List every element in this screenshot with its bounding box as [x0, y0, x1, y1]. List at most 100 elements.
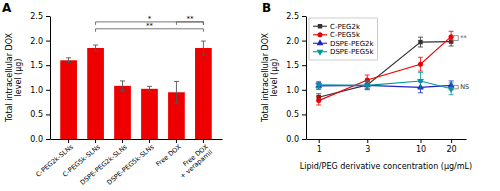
- tick: 3: [365, 139, 370, 154]
- tick-mark: [420, 139, 421, 143]
- text-line: DSPE-PEG2k-SLNs: [79, 142, 130, 186]
- tick-mark: [46, 114, 50, 115]
- tick-label: DSPE-PEG2k-SLNs: [79, 142, 130, 186]
- tick-label: 0.5: [286, 110, 299, 119]
- tick: 1.0: [286, 86, 306, 95]
- marker: [315, 83, 322, 89]
- tick-mark: [46, 41, 50, 42]
- error-bar: [365, 81, 370, 89]
- x-axis-title: Lipid/PEG derivative concentration (μg/m…: [300, 162, 472, 171]
- tick: DSPE-PEG2k-SLNs: [79, 139, 130, 187]
- tick-label: 1: [317, 145, 322, 154]
- tick: 2.0: [286, 37, 306, 46]
- tick: DSPE-PEG5k-SLNs: [105, 139, 156, 187]
- tick-label: 1.5: [30, 61, 43, 70]
- panel-label: B: [262, 1, 271, 15]
- error-bar: [316, 82, 321, 89]
- tick: 1.0: [30, 86, 50, 95]
- tick-mark: [451, 139, 452, 143]
- tick-mark: [46, 139, 50, 140]
- legend-label: DSPE-PEG2k: [330, 40, 375, 48]
- plot-marks: [315, 31, 454, 105]
- marker: [448, 87, 455, 93]
- tick: Free DOX+ verapamil: [174, 139, 215, 180]
- error-bar: [365, 81, 370, 90]
- tick-mark: [302, 41, 306, 42]
- panel: 0.00.51.01.52.02.5Total intracellular DO…: [261, 1, 472, 171]
- legend: C-PEG2kC-PEG5kDSPE-PEG2kDSPE-PEG5k: [309, 18, 378, 60]
- tick: 1.5: [286, 61, 306, 70]
- bar: [60, 60, 77, 139]
- tick-label: 0.0: [30, 135, 43, 144]
- tick-mark: [46, 16, 50, 17]
- bar: [87, 48, 104, 139]
- annotation: NS: [460, 83, 469, 91]
- bar: [114, 86, 131, 139]
- marker: [418, 62, 423, 67]
- tick-label: 1.0: [286, 86, 299, 95]
- text-line: Free DOX: [155, 143, 184, 169]
- text-line: level (μg): [270, 59, 279, 97]
- panel-label: A: [2, 1, 12, 15]
- error-bar: [174, 81, 179, 103]
- bar: [141, 89, 158, 139]
- tick-mark: [46, 90, 50, 91]
- axis: 0.00.51.01.52.02.5: [286, 12, 306, 144]
- tick-label: Free DOX: [155, 143, 184, 169]
- tick-label: 10: [416, 145, 426, 154]
- significance-bracket: [452, 36, 458, 41]
- legend-frame: [309, 18, 378, 60]
- y-axis-title: Total intracellular DOXlevel (μg): [5, 32, 23, 123]
- marker: [417, 79, 424, 85]
- text-line: level (μg): [14, 59, 23, 97]
- tick-label: 2.0: [30, 37, 43, 46]
- bar: [195, 48, 212, 139]
- tick: Free DOX: [155, 139, 184, 168]
- tick-label: 2.5: [30, 12, 43, 21]
- annotation: **: [186, 15, 194, 23]
- tick: 20: [447, 139, 457, 154]
- tick: 2.0: [30, 37, 50, 46]
- legend-marker: [318, 24, 322, 28]
- tick-mark: [302, 90, 306, 91]
- legend-label: DSPE-PEG5k: [330, 48, 375, 56]
- error-bar: [93, 45, 98, 51]
- tick: 10: [416, 139, 426, 154]
- legend-label: C-PEG5k: [330, 31, 361, 39]
- axis-line: [307, 139, 467, 140]
- y-axis-title: Total intracellular DOXlevel (μg): [261, 32, 279, 123]
- tick: 2.5: [30, 12, 50, 21]
- text-line: Total intracellular DOX: [5, 32, 14, 123]
- axis-line: [50, 17, 51, 140]
- error-bar: [418, 37, 423, 47]
- error-bar: [316, 96, 321, 105]
- text-line: DSPE-PEG5k-SLNs: [105, 142, 156, 186]
- tick-label: 1.5: [286, 61, 299, 70]
- legend-item: C-PEG5k: [313, 31, 361, 39]
- tick: 0.5: [286, 110, 306, 119]
- legend-item: DSPE-PEG5k: [313, 48, 375, 56]
- tick-mark: [302, 65, 306, 66]
- tick-mark: [302, 139, 306, 140]
- panel: 0.0 0.5 1.0 1.5 2.0 2.5 Total intracellular DO…: [2, 1, 223, 187]
- error-bar: [147, 86, 152, 91]
- marker: [364, 83, 371, 89]
- axis-line: [306, 17, 307, 140]
- tick-label: Free DOX+ verapamil: [174, 143, 215, 181]
- tick: 2.5: [286, 12, 306, 21]
- marker: [316, 98, 321, 103]
- annotation: **: [460, 34, 467, 42]
- axis: 1 3 10 20: [307, 139, 467, 154]
- text-line: + verapamil: [178, 148, 214, 180]
- error-bar: [365, 81, 370, 89]
- tick-label: 0.5: [30, 110, 43, 119]
- tick: 1.5: [30, 61, 50, 70]
- series-line: [319, 42, 451, 98]
- tick-mark: [302, 16, 306, 17]
- error-bar: [201, 41, 206, 55]
- axis: C-PEG2k-SLNsC-PEG5k-SLNsDSPE-PEG2k-SLNsD…: [34, 139, 222, 187]
- tick-mark: [302, 114, 306, 115]
- series-line: [319, 81, 451, 89]
- tick-label: 2.5: [286, 12, 299, 21]
- error-bar: [66, 58, 71, 63]
